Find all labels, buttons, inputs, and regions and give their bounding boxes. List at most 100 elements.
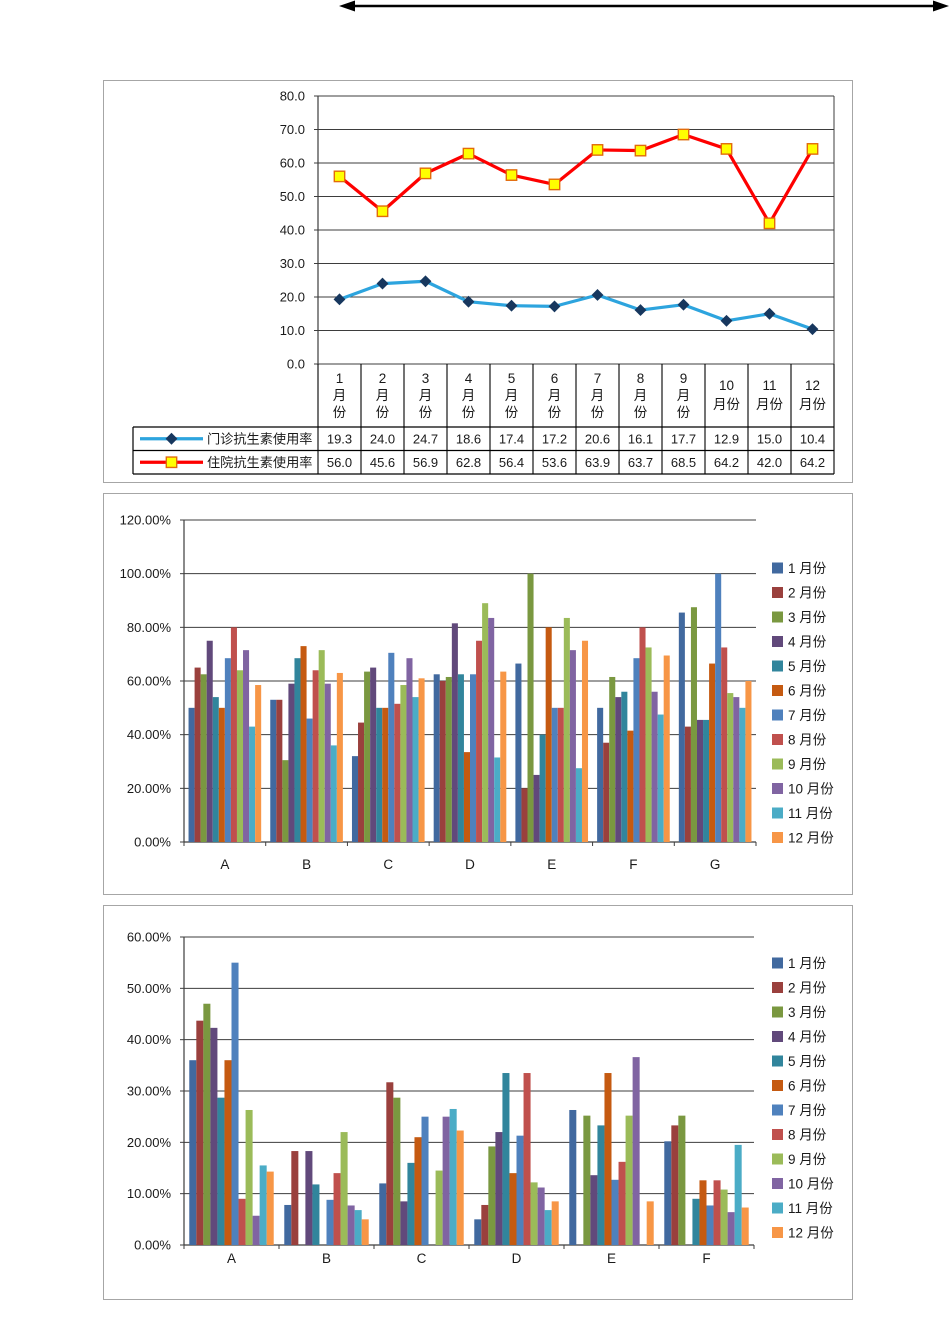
data-point-diamond-icon <box>505 299 518 312</box>
legend-label: 1 月份 <box>788 561 827 576</box>
legend-label: 3 月份 <box>788 1005 827 1020</box>
bar-A-month-3 <box>200 674 207 842</box>
bar-C-month-6 <box>382 707 389 842</box>
bar-E-month-9 <box>625 1115 633 1245</box>
y-axis-tick-label: 20.00% <box>127 1135 172 1150</box>
bar-F-month-7 <box>706 1205 714 1245</box>
bar-E-month-2 <box>521 788 528 842</box>
monthly-rate-bar-chart-a-to-g[interactable]: 0.00% 20.00% 40.00% 60.00% 80.00% 100.00% 120.… <box>103 493 853 895</box>
bar-C-month-12 <box>418 678 425 842</box>
y-axis-tick-label: 100.00% <box>120 566 172 581</box>
data-point-diamond-icon <box>806 323 819 336</box>
y-axis-tick-label: 10.0 <box>280 323 305 338</box>
bar-D-month-10 <box>537 1187 545 1245</box>
bar-F-month-6 <box>627 730 634 842</box>
bar-E-month-7 <box>551 707 558 842</box>
bar-chart-canvas: 0.00% 20.00% 40.00% 60.00% 80.00% 100.00% 120.… <box>120 513 835 873</box>
table-cell-value: 42.0 <box>757 455 782 470</box>
legend-key-diamond-icon <box>165 432 178 445</box>
bar-A-month-1 <box>188 707 195 842</box>
bar-D-month-5 <box>502 1073 510 1245</box>
legend-key-square-icon <box>165 456 178 469</box>
bar-D-month-6 <box>463 752 470 842</box>
category-label: E <box>547 857 556 872</box>
bar-C-month-10 <box>406 658 413 842</box>
bar-C-month-2 <box>386 1082 394 1245</box>
data-point-square-icon <box>548 178 561 191</box>
legend-label: 7 月份 <box>788 708 827 723</box>
legend-swatch <box>772 1153 783 1165</box>
y-axis-tick-label: 80.00% <box>127 620 172 635</box>
data-point-square-icon <box>419 167 432 180</box>
category-label: A <box>227 1251 236 1266</box>
table-cell-value: 56.9 <box>413 455 438 470</box>
bar-B-month-7 <box>326 1199 334 1245</box>
category-label: E <box>607 1251 616 1266</box>
bar-F-month-9 <box>645 647 652 842</box>
legend-swatch <box>772 1129 783 1140</box>
bar-B-month-1 <box>284 1204 292 1245</box>
table-cell-value: 18.6 <box>456 431 481 446</box>
bar-B-month-12 <box>336 672 343 842</box>
month-header-cell: 5 <box>508 371 516 386</box>
monthly-rate-bar-chart-a-to-f[interactable]: 0.00% 10.00% 20.00% 30.00% 40.00% 50.00% 60.00… <box>103 905 853 1300</box>
category-label: A <box>220 857 229 872</box>
legend-label: 2 月份 <box>788 585 827 600</box>
bar-D-month-8 <box>476 640 483 842</box>
data-point-diamond-icon <box>677 298 690 311</box>
y-axis-tick-label: 50.00% <box>127 981 172 996</box>
data-point-diamond-icon <box>376 277 389 290</box>
antibiotic-usage-line-chart[interactable]: 0.0 10.0 20.0 30.0 40.0 50.0 60.0 70.0 80.0 1 月份 2 月… <box>103 80 853 483</box>
bar-D-month-7 <box>516 1135 524 1245</box>
data-point-diamond-icon <box>333 293 346 306</box>
y-axis-tick-label: 40.00% <box>127 1032 172 1047</box>
bar-B-month-3 <box>282 760 289 842</box>
month-header-cell: 月 <box>419 388 433 403</box>
month-header-cell: 月 <box>462 388 476 403</box>
bar-B-month-4 <box>288 683 295 842</box>
category-label: G <box>710 857 721 872</box>
table-cell-value: 10.4 <box>800 431 825 446</box>
category-label: D <box>512 1251 522 1266</box>
data-point-square-icon <box>763 217 776 230</box>
y-axis-tick-label: 70.0 <box>280 122 305 137</box>
bar-A-month-6 <box>218 707 225 842</box>
month-header-cell: 月 <box>333 388 347 403</box>
bar-A-month-12 <box>266 1171 274 1245</box>
bar-B-month-10 <box>347 1205 355 1245</box>
bar-B-month-9 <box>318 650 325 842</box>
month-header-cell: 份 <box>548 405 562 420</box>
month-header-cell: 份 <box>462 405 476 420</box>
bar-A-month-8 <box>238 1198 246 1245</box>
legend-swatch <box>772 587 783 598</box>
month-header-cell: 份 <box>591 405 605 420</box>
legend-swatch <box>772 1227 783 1238</box>
bar-A-month-4 <box>210 1027 218 1245</box>
bar-B-month-10 <box>324 683 331 842</box>
legend-swatch <box>772 1055 783 1067</box>
bar-D-month-4 <box>451 623 458 842</box>
bar-E-month-12 <box>581 640 589 842</box>
data-point-diamond-icon <box>591 289 604 301</box>
y-axis-tick-label: 10.00% <box>127 1186 172 1201</box>
legend-label: 9 月份 <box>788 757 827 772</box>
legend-swatch <box>772 1104 783 1116</box>
bar-D-month-3 <box>445 676 452 842</box>
bar-E-month-11 <box>575 768 582 842</box>
legend-swatch <box>772 758 783 770</box>
table-cell-value: 24.0 <box>370 431 395 446</box>
legend-swatch <box>772 807 783 819</box>
y-axis-tick-label: 40.00% <box>127 727 172 742</box>
bar-G-month-12 <box>745 681 752 842</box>
bar-C-month-4 <box>400 1201 408 1245</box>
bar-D-month-8 <box>523 1073 531 1245</box>
bar-G-month-1 <box>678 612 685 842</box>
bar-D-month-10 <box>488 617 495 842</box>
bar-A-month-7 <box>231 962 239 1245</box>
month-header-cell: 10 <box>719 378 734 393</box>
bar-F-month-9 <box>720 1189 728 1245</box>
legend-label: 2 月份 <box>788 980 827 995</box>
table-cell-value: 62.8 <box>456 455 481 470</box>
month-header-cell: 月 <box>677 388 691 403</box>
month-header-cell: 2 <box>379 371 387 386</box>
